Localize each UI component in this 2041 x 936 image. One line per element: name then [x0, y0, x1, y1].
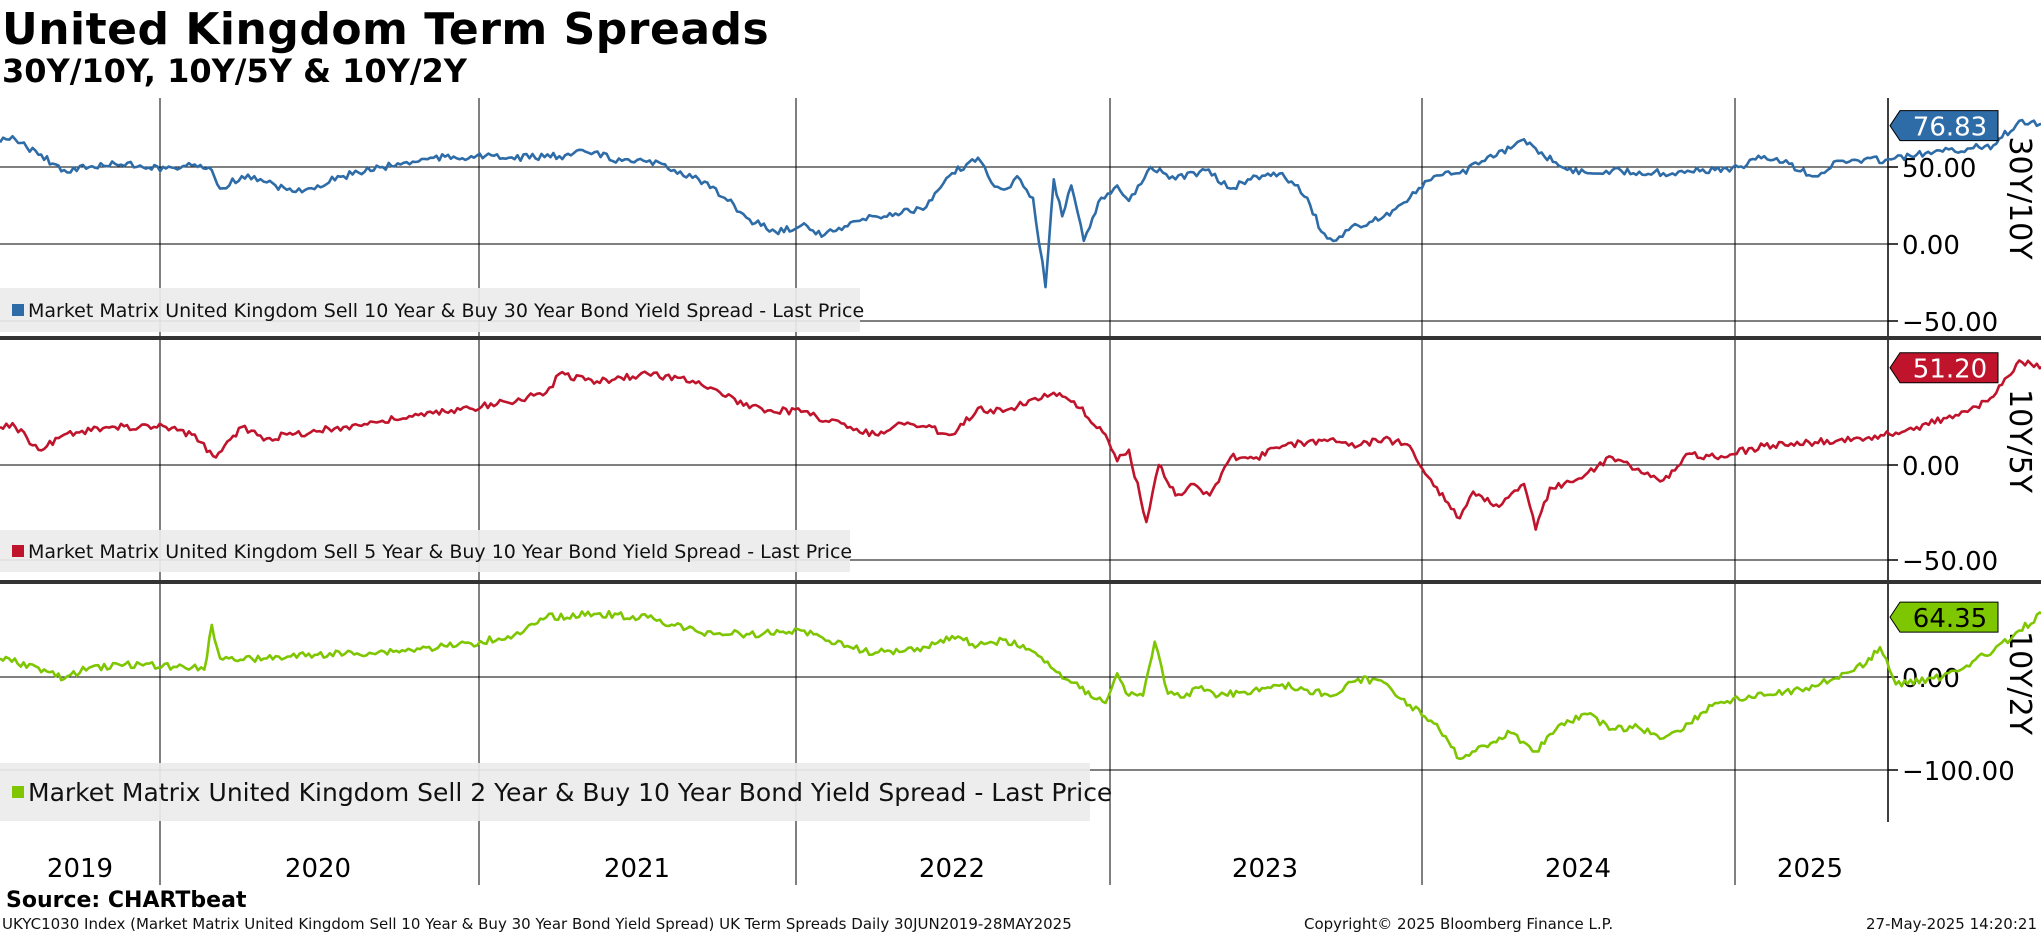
legend-box	[0, 288, 860, 332]
y-tick-label: −50.00	[1902, 547, 1998, 577]
series-line	[0, 609, 2041, 761]
last-value-tag	[1889, 110, 1999, 142]
x-tick-label: 2020	[285, 854, 351, 884]
series-line	[0, 118, 2041, 289]
legend-label: Market Matrix United Kingdom Sell 5 Year…	[28, 541, 852, 563]
y-tick-label: 50.00	[1902, 154, 1976, 184]
x-tick-label: 2025	[1777, 854, 1843, 884]
x-tick-label: 2022	[919, 854, 985, 884]
footer-timestamp: 27-May-2025 14:20:21	[1866, 915, 2037, 933]
legend-swatch	[12, 545, 24, 557]
last-value-tag	[1889, 601, 1999, 633]
last-value-tag	[1889, 352, 1999, 384]
legend-swatch	[12, 786, 24, 798]
footer-description: UKYC1030 Index (Market Matrix United Kin…	[2, 915, 1072, 933]
last-value-label: 51.20	[1913, 355, 1987, 385]
last-value-label: 76.83	[1913, 113, 1987, 143]
y-tick-label: −50.00	[1902, 308, 1998, 338]
x-tick-label: 2023	[1232, 854, 1298, 884]
y-axis-title: 10Y/5Y	[2002, 389, 2037, 494]
y-tick-label: 0.00	[1902, 452, 1960, 482]
source-note: Source: CHARTbeat	[6, 888, 247, 913]
chart-subtitle: 30Y/10Y, 10Y/5Y & 10Y/2Y	[2, 52, 467, 90]
legend-box	[0, 530, 850, 572]
series-line	[0, 359, 2041, 531]
overlay-layer: 76.83 Market Matrix United Kingdom Sell 1…	[0, 110, 2041, 821]
y-axis-title: 30Y/10Y	[2002, 136, 2037, 260]
legend-swatch	[12, 304, 24, 316]
y-tick-label: 0.00	[1902, 231, 1960, 261]
last-value-label: 64.35	[1913, 604, 1987, 634]
chart-title: United Kingdom Term Spreads	[2, 4, 770, 55]
footer-copyright: Copyright© 2025 Bloomberg Finance L.P.	[1304, 915, 1614, 933]
x-tick-label: 2021	[604, 854, 670, 884]
y-tick-label: −100.00	[1902, 757, 2015, 787]
x-tick-label: 2019	[47, 854, 113, 884]
legend-label: Market Matrix United Kingdom Sell 2 Year…	[28, 778, 1112, 807]
legend-box	[0, 763, 1090, 821]
legend-label: Market Matrix United Kingdom Sell 10 Yea…	[28, 300, 864, 322]
series-layer	[0, 118, 2041, 761]
y-axis-title: 10Y/2Y	[2002, 631, 2037, 736]
x-tick-label: 2024	[1545, 854, 1611, 884]
